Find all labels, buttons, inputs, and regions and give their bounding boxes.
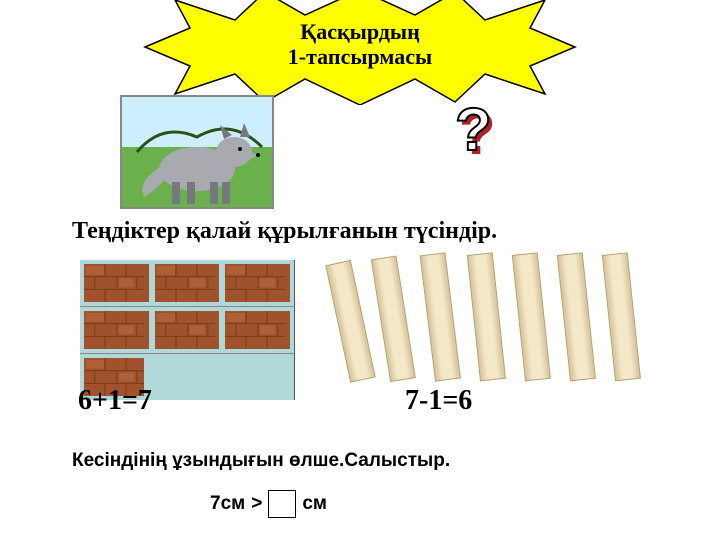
compare-expression: 7см > см <box>210 490 327 518</box>
plank <box>557 252 596 381</box>
bricks-grid <box>80 260 295 400</box>
brick <box>155 264 220 302</box>
plank <box>325 260 375 383</box>
title-text: Қасқырдың 1-тапсырмасы <box>165 19 555 70</box>
compare-blank-box <box>268 490 296 518</box>
qmark-front: ? <box>455 95 492 164</box>
title-banner: Қасқырдың 1-тапсырмасы <box>165 5 555 90</box>
plank <box>467 252 506 381</box>
instruction-2: Кесіндінің ұзындығын өлше.Салыстыр. <box>72 450 450 472</box>
brick <box>155 311 220 349</box>
title-line1: Қасқырдың <box>300 19 420 44</box>
instruction-1: Теңдіктер қалай құрылғанын түсіндір. <box>72 218 497 245</box>
brick <box>84 264 149 302</box>
wolf-image <box>120 95 274 209</box>
brick <box>225 311 290 349</box>
empty-cell <box>223 358 290 396</box>
title-line2: 1-тапсырмасы <box>288 44 432 69</box>
plank <box>512 252 551 381</box>
plank <box>371 255 416 382</box>
compare-left: 7см <box>210 493 245 515</box>
compare-operator: > <box>251 493 262 515</box>
equation-2: 7-1=6 <box>405 385 472 417</box>
plank <box>602 252 641 381</box>
planks-group <box>340 250 690 380</box>
compare-right-unit: см <box>302 493 327 515</box>
plank <box>420 252 461 381</box>
brick <box>84 311 149 349</box>
brick-row-1 <box>80 260 295 307</box>
equation-1: 6+1=7 <box>78 385 152 417</box>
empty-cell <box>150 358 217 396</box>
brick <box>225 264 290 302</box>
brick-row-2 <box>80 307 295 354</box>
